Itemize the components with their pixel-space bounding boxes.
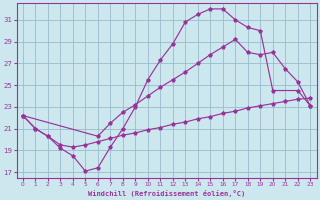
- X-axis label: Windchill (Refroidissement éolien,°C): Windchill (Refroidissement éolien,°C): [88, 190, 245, 197]
